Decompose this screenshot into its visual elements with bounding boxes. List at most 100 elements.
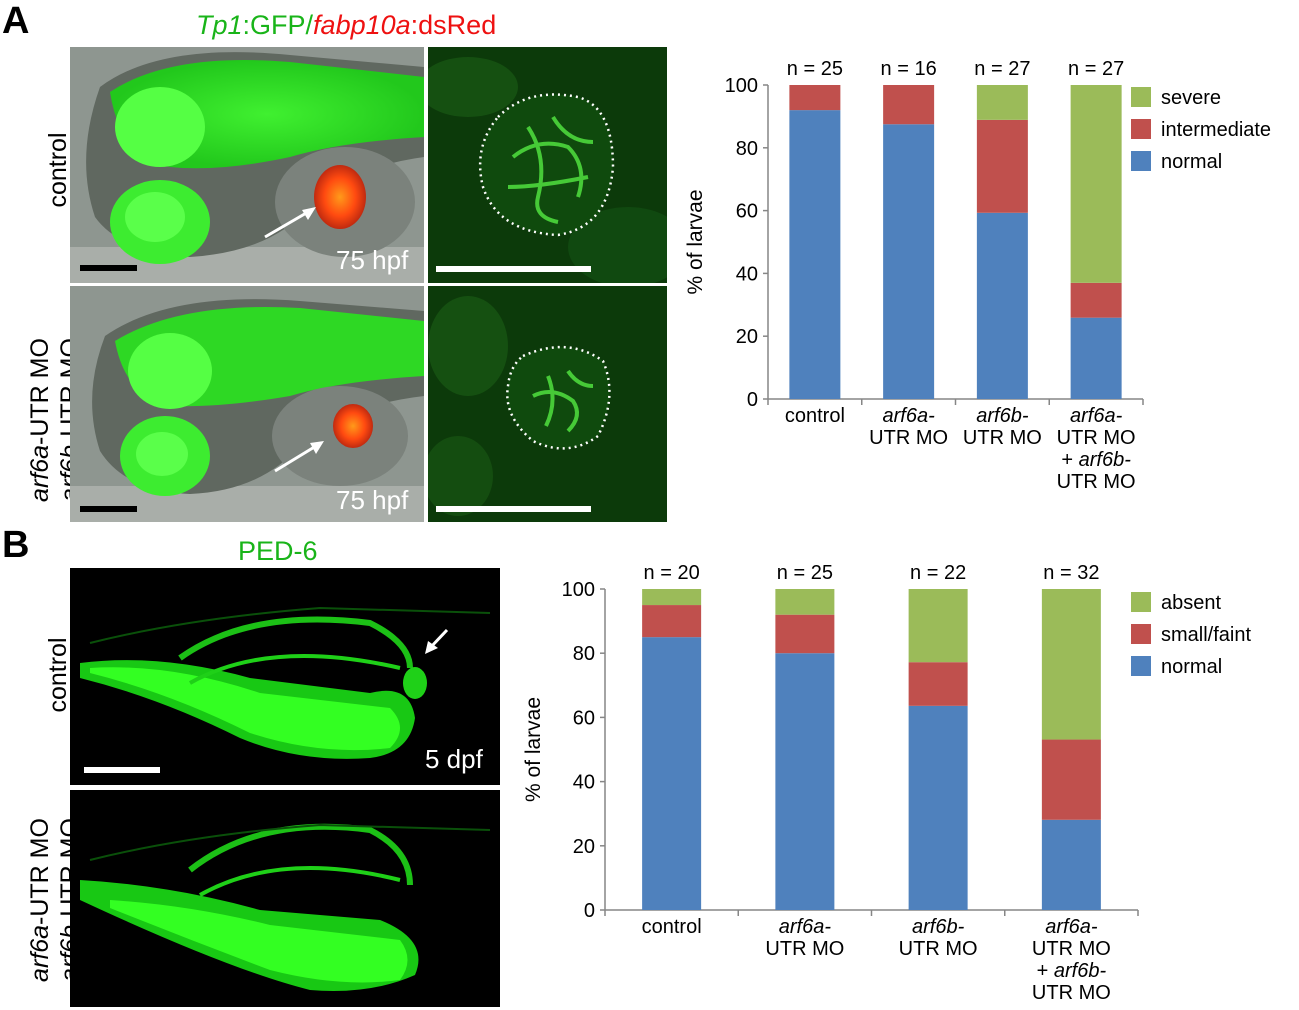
panel-a-title-dsred: :dsRed: [410, 10, 497, 40]
bar-segment-severe: [976, 85, 1028, 120]
stage-label: 75 hpf: [336, 245, 409, 275]
y-tick-label: 40: [573, 772, 595, 794]
scale-bar: [436, 506, 591, 512]
x-category-label: UTR MO: [963, 427, 1042, 449]
panel-a-letter: A: [2, 0, 30, 42]
y-tick-label: 20: [736, 326, 758, 348]
panel-b-chart: 0 20 40 60 80 100 % of larvae n = 20 control n = …: [522, 562, 1251, 1004]
bar-segment-absent: [908, 589, 968, 663]
bar-segment-normal: [1041, 819, 1101, 910]
panel-b-row-label-control: control: [43, 605, 73, 745]
bar-segment-normal: [789, 110, 841, 400]
n-label: n = 27: [974, 58, 1030, 80]
x-category-label: arf6b-: [912, 916, 965, 938]
x-category-label: + arf6b-: [1037, 960, 1107, 982]
x-category-label: UTR MO: [1032, 938, 1111, 960]
bar-segment-small-faint: [642, 605, 702, 638]
x-category-label-part: +: [1061, 449, 1078, 471]
legend-label: intermediate: [1161, 119, 1271, 141]
y-tick-label: 0: [584, 900, 595, 922]
n-label: n = 25: [777, 562, 833, 584]
panel-a-row-label-control: control: [43, 100, 73, 240]
bar-segment-intermediate: [1070, 282, 1122, 318]
legend-label: small/faint: [1161, 624, 1251, 646]
legend-label: normal: [1161, 656, 1222, 678]
n-label: n = 20: [644, 562, 700, 584]
bar-segment-normal: [883, 124, 935, 399]
y-tick-label: 100: [562, 579, 595, 601]
row-label-suffix: -UTR MO: [26, 338, 54, 445]
n-label: n = 16: [881, 58, 937, 80]
x-category-label: UTR MO: [899, 938, 978, 960]
bar-segment-normal: [1070, 317, 1122, 399]
x-category-label: control: [785, 405, 845, 427]
bar-segment-intermediate: [883, 85, 935, 125]
panel-a-image-control-liver: [428, 47, 667, 283]
bar-segment-absent: [775, 589, 835, 615]
x-category-label: arf6a-: [1070, 405, 1123, 427]
row-label-text: control: [44, 132, 72, 208]
legend-swatch-absent: [1131, 592, 1151, 612]
panel-a-title: Tp1:GFP/fabp10a:dsRed: [196, 10, 496, 41]
y-axis-label: % of larvae: [522, 697, 545, 802]
x-category-label: control: [642, 916, 702, 938]
legend-swatch-normal: [1131, 151, 1151, 171]
stage-label: 75 hpf: [336, 485, 409, 515]
n-label: n = 22: [910, 562, 966, 584]
x-category-label: UTR MO: [1057, 471, 1136, 493]
y-tick-label: 0: [747, 389, 758, 411]
scale-bar: [80, 506, 137, 512]
bar-segment-small-faint: [908, 662, 968, 706]
stage-label: 5 dpf: [425, 744, 483, 774]
panel-b-image-control: 5 dpf: [70, 568, 500, 785]
x-category-label: arf6b-: [976, 405, 1029, 427]
y-tick-label: 20: [573, 836, 595, 858]
bar-segment-small-faint: [775, 614, 835, 654]
bar-segment-absent: [642, 589, 702, 606]
x-category-label-part: arf6b-: [1054, 960, 1107, 982]
bar-segment-small-faint: [1041, 739, 1101, 820]
panel-a-title-gfp: :GFP/: [242, 10, 314, 40]
panel-b-image-morphant: [70, 790, 500, 1007]
gene-arf6a: arf6a: [26, 444, 54, 502]
y-tick-label: 80: [573, 643, 595, 665]
n-label: n = 32: [1043, 562, 1099, 584]
n-label: n = 25: [787, 58, 843, 80]
y-tick-label: 60: [573, 707, 595, 729]
x-category-label: UTR MO: [1057, 427, 1136, 449]
panel-a-image-morphant-whole: 75 hpf: [70, 286, 424, 522]
row-label-text: control: [44, 637, 72, 713]
x-category-label: UTR MO: [869, 427, 948, 449]
bar-segment-intermediate: [789, 85, 841, 111]
bar-segment-normal: [642, 637, 702, 910]
legend-swatch-normal: [1131, 656, 1151, 676]
y-axis-label: % of larvae: [684, 189, 707, 294]
panel-b-title: PED-6: [238, 536, 318, 566]
legend-swatch-small-faint: [1131, 624, 1151, 644]
legend-label: severe: [1161, 87, 1221, 109]
bar-segment-normal: [775, 653, 835, 910]
bar-segment-normal: [976, 212, 1028, 399]
panel-b-letter: B: [2, 524, 30, 566]
legend-swatch-intermediate: [1131, 119, 1151, 139]
y-tick-label: 80: [736, 138, 758, 160]
x-category-label: arf6a-: [883, 405, 936, 427]
bar-segment-severe: [1070, 85, 1122, 283]
x-category-label: + arf6b-: [1061, 449, 1131, 471]
y-tick-label: 40: [736, 263, 758, 285]
bar-segment-normal: [908, 705, 968, 910]
panel-a-title-tp1: Tp1: [196, 10, 243, 40]
panel-a-image-morphant-liver: [428, 286, 667, 522]
x-category-label: arf6a-: [1045, 916, 1098, 938]
scale-bar: [84, 767, 160, 773]
gene-arf6a: arf6a: [26, 924, 54, 982]
y-tick-label: 60: [736, 201, 758, 223]
panel-a-image-control-whole: 75 hpf: [70, 47, 424, 283]
x-category-label: arf6a-: [779, 916, 832, 938]
panel-a-chart: 0 20 40 60 80 100 % of larvae n = 25 control n = …: [684, 58, 1271, 493]
panel-a-title-fabp10a: fabp10a: [313, 10, 411, 40]
legend-label: normal: [1161, 151, 1222, 173]
x-category-label-part: +: [1037, 960, 1054, 982]
row-label-suffix: -UTR MO: [26, 818, 54, 925]
n-label: n = 27: [1068, 58, 1124, 80]
